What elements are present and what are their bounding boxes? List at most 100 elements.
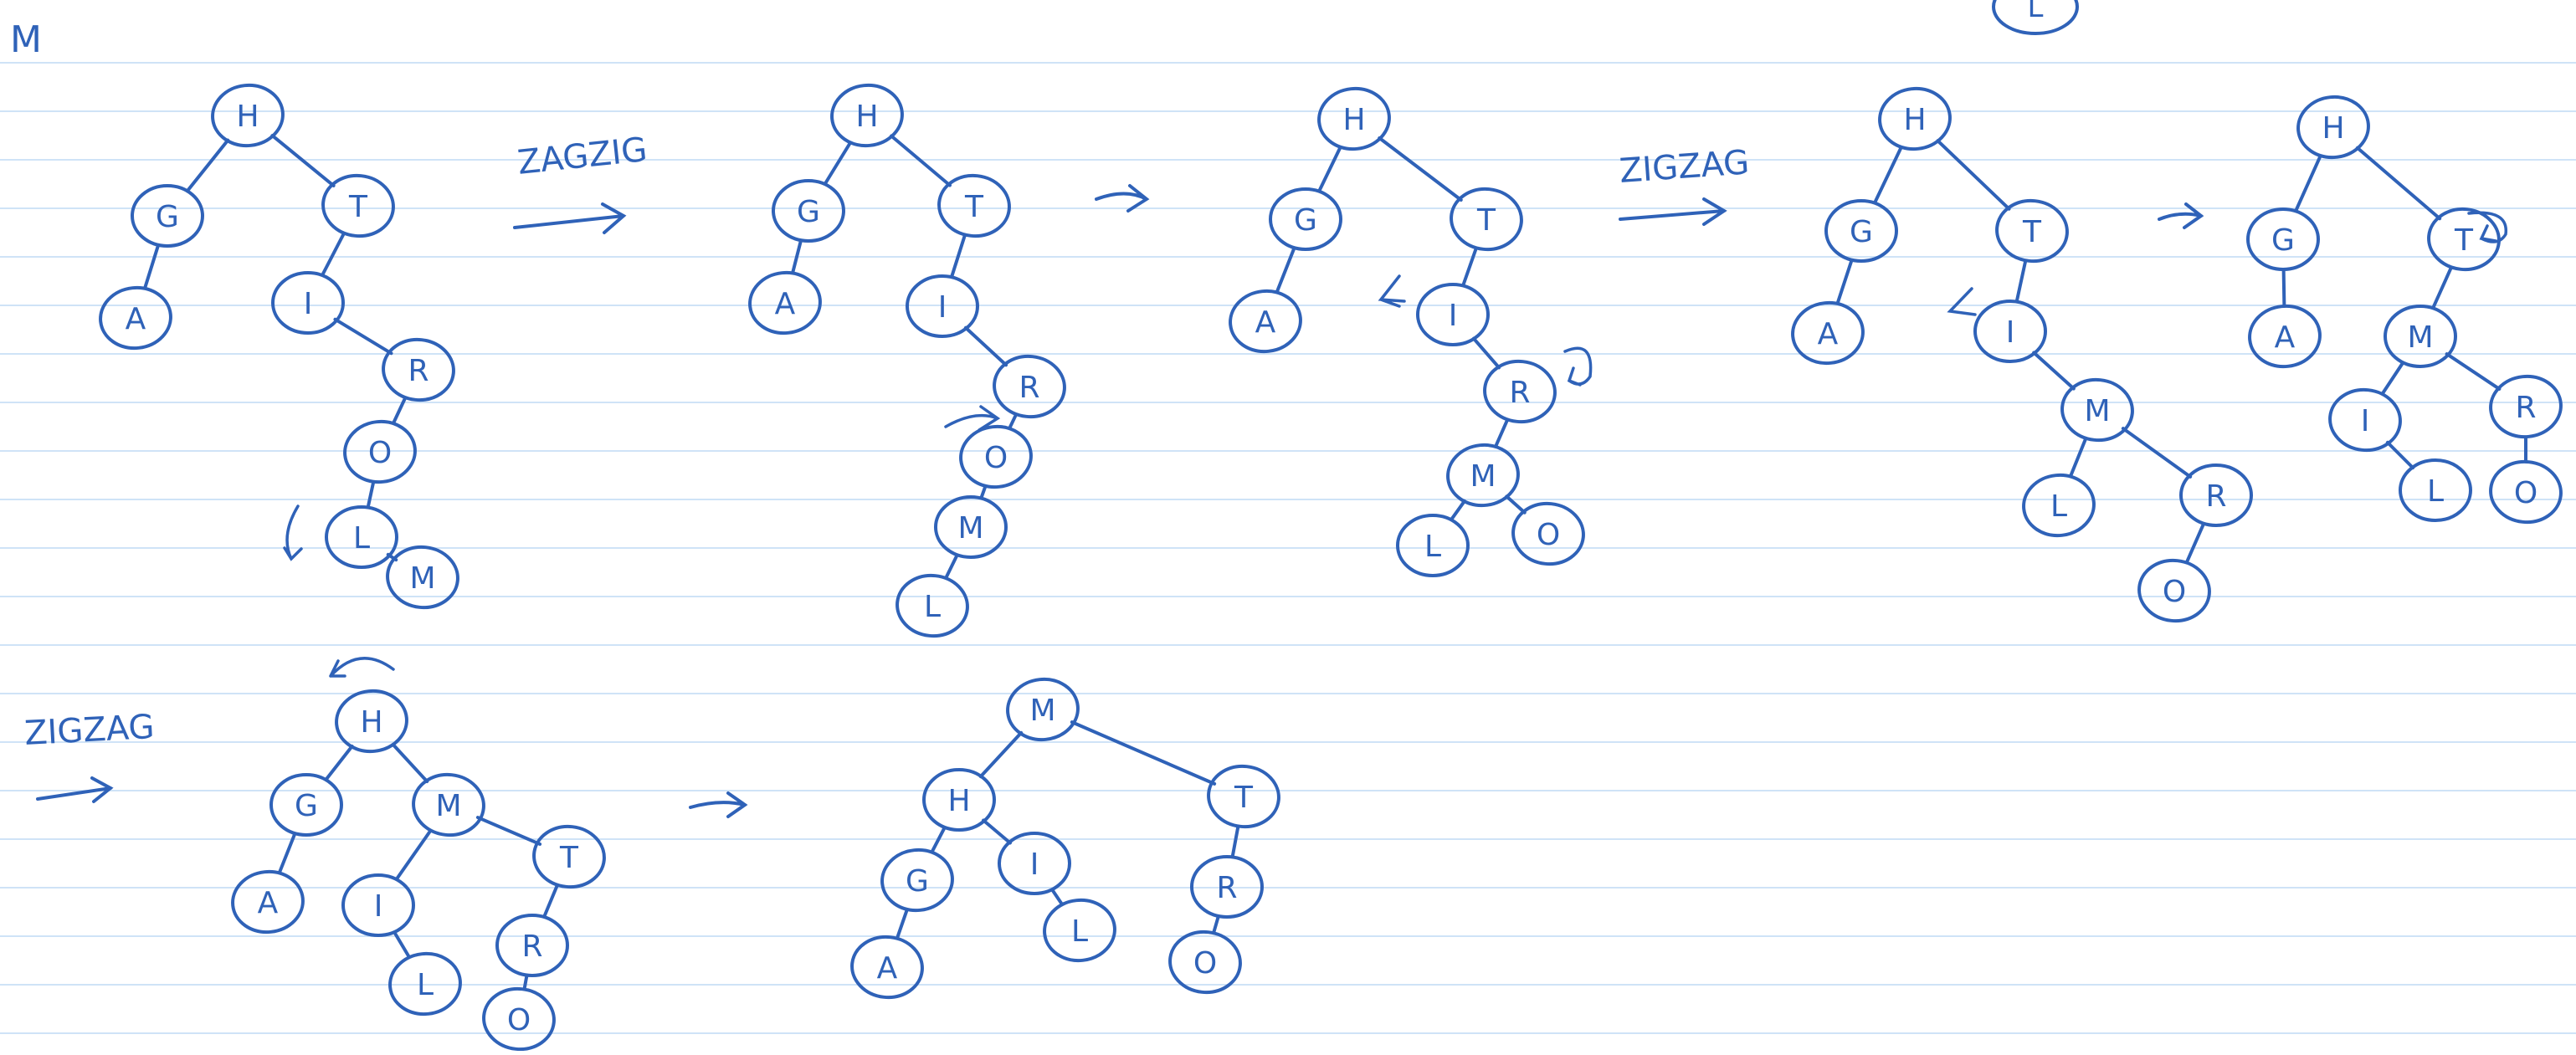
tree-node: I — [1416, 283, 1490, 346]
tree-edge — [1050, 888, 1064, 906]
tree-node: I — [998, 832, 1071, 895]
node-label: M — [435, 789, 461, 823]
tree-node: G — [1269, 187, 1342, 251]
tree-edge — [1070, 720, 1217, 786]
node-label: L — [417, 968, 434, 1002]
node-circle — [1416, 283, 1490, 346]
node-circle — [850, 935, 924, 1000]
tree-step-4: H G T A I M L R O — [1791, 86, 2253, 623]
tree-edge — [2032, 351, 2076, 391]
label-zigzag-1: ZIGZAG — [1618, 143, 1750, 191]
tree-node: R — [1483, 359, 1557, 424]
tree-edge — [392, 397, 407, 425]
tree-node: O — [959, 424, 1033, 489]
node-label: M — [1029, 694, 1055, 728]
node-label: T — [559, 841, 579, 875]
node-circle — [343, 419, 417, 484]
tree-edge — [979, 484, 988, 499]
tree-node: M — [1446, 443, 1520, 508]
node-label: O — [1193, 946, 1217, 981]
tree-edge — [391, 742, 429, 784]
node-circle — [495, 914, 569, 977]
node-label: O — [2163, 575, 2186, 609]
node-circle — [1446, 443, 1520, 508]
node-circle — [2296, 95, 2370, 160]
node-label: H — [2322, 111, 2344, 146]
node-label: O — [368, 436, 392, 470]
arrow-icon — [1095, 184, 1150, 213]
node-label: M — [1470, 459, 1496, 494]
node-circle — [1269, 187, 1342, 251]
tree-node: R — [993, 354, 1066, 419]
node-label: A — [1255, 305, 1276, 340]
tree-node: O — [2137, 558, 2211, 623]
node-label: R — [2205, 479, 2226, 514]
partial-top-node: L — [1992, 0, 2079, 35]
tree-step-3: H G T A I R M L O — [1229, 86, 1585, 577]
tree-edge — [1378, 136, 1463, 202]
node-label: T — [1476, 203, 1496, 238]
node-circle — [412, 772, 485, 837]
node-label: T — [2454, 223, 2474, 258]
node-circle — [1450, 187, 1523, 252]
label-zagzig: ZAGZIG — [516, 131, 649, 182]
tree-node: H — [922, 768, 996, 832]
tree-node: M — [412, 772, 485, 837]
node-label: T — [2022, 215, 2042, 249]
tree-node: G — [880, 848, 954, 913]
node-label: R — [1019, 371, 1039, 405]
node-label: I — [304, 287, 313, 321]
node-circle — [1824, 199, 1898, 263]
node-circle — [1190, 855, 1264, 919]
rotation-marks — [283, 211, 2507, 678]
node-label: M — [409, 561, 435, 596]
node-circle — [906, 274, 979, 338]
node-circle — [1317, 86, 1391, 151]
node-label: R — [521, 930, 542, 964]
tree-node: G — [1824, 199, 1898, 263]
node-label: R — [408, 354, 428, 388]
tree-edge — [1873, 146, 1903, 204]
rotate-arrow-icon — [944, 405, 1001, 432]
arrow-icon — [513, 202, 627, 234]
tree-edge — [1471, 336, 1501, 370]
tree-node: O — [482, 986, 556, 1052]
corner-letter: M — [10, 18, 42, 61]
node-circle — [1511, 501, 1585, 566]
splay-steps: H G T A I R O L M H G T A I R O M L H G T A I R M L O H G T A I M L R O H G T A… — [99, 83, 2563, 1052]
node-label: A — [1818, 317, 1839, 351]
node-label: H — [360, 705, 382, 740]
tree-node: L — [2022, 473, 2096, 538]
tree-node: L — [1396, 514, 1470, 577]
tree-node: A — [231, 869, 305, 935]
tree-node: A — [99, 285, 172, 351]
node-circle — [1396, 514, 1470, 577]
label-zigzag-2: ZIGZAG — [23, 708, 155, 753]
node-circle — [959, 424, 1033, 489]
tree-edge — [895, 908, 909, 940]
node-circle — [880, 848, 954, 913]
tree-node: A — [748, 270, 822, 335]
tree-node: M — [2384, 305, 2457, 368]
tree-edge — [1317, 146, 1342, 192]
rotate-arrow-icon — [1563, 346, 1593, 387]
arrow-icon — [36, 776, 114, 803]
node-circle — [382, 337, 455, 402]
node-circle — [269, 773, 343, 837]
tree-edge — [1275, 247, 1296, 294]
tree-edge — [2121, 427, 2193, 479]
tree-edge — [522, 975, 529, 990]
tree-node: T — [532, 824, 606, 889]
tree-node: O — [343, 419, 417, 484]
tree-step-7: M H T G I A L R O — [850, 677, 1280, 1000]
node-label: I — [2006, 315, 2015, 350]
node-label: M — [2407, 320, 2433, 355]
tree-node: G — [269, 773, 343, 837]
node-label: H — [1903, 103, 1926, 137]
tree-edge — [791, 239, 803, 274]
tree-edge — [321, 232, 346, 277]
node-circle — [993, 354, 1066, 419]
tree-edge — [978, 730, 1024, 779]
step-arrows — [36, 184, 2204, 818]
